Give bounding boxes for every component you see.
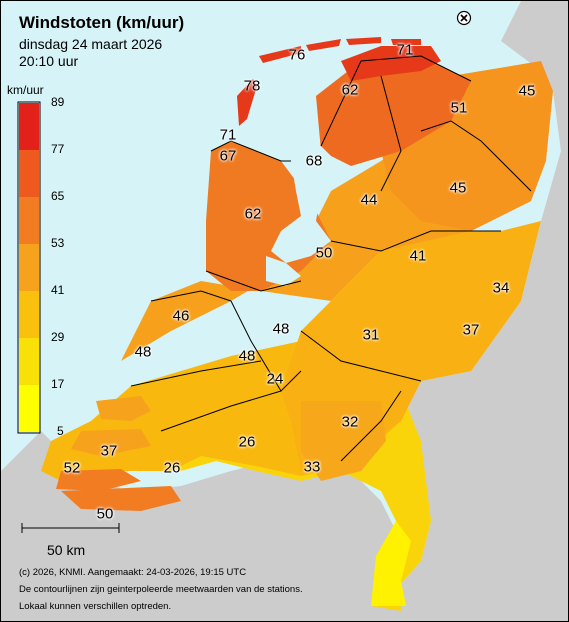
station-value: 31: [362, 326, 380, 344]
station-value: 62: [341, 81, 359, 99]
station-value: 62: [244, 205, 262, 223]
legend-colorbar: [17, 101, 41, 434]
legend-tick: 41: [51, 283, 65, 297]
station-value: 48: [272, 320, 290, 338]
map-subtitle: dinsdag 24 maart 2026 20:10 uur: [19, 36, 162, 70]
station-value: 50: [315, 244, 333, 262]
legend-tick: 65: [51, 189, 65, 203]
legend-unit: km/uur: [7, 83, 44, 97]
wadden-island-3: [346, 37, 381, 45]
station-value: 48: [134, 343, 152, 361]
station-value: 48: [238, 347, 256, 365]
station-value: 44: [360, 191, 378, 209]
footer-disclaimer: Lokaal kunnen verschillen optreden.: [19, 601, 172, 612]
zeeland-flanders: [61, 486, 181, 511]
station-value: 71: [219, 126, 237, 144]
station-value: 26: [238, 433, 256, 451]
zeeland-island-1: [96, 396, 151, 421]
station-value: 34: [492, 279, 510, 297]
station-value: 71: [396, 41, 414, 59]
station-value: 24: [266, 370, 284, 388]
station-value: 32: [341, 413, 359, 431]
zone-limburg-yellow: [371, 521, 411, 606]
province-borders: [130, 55, 532, 462]
markermeer: [266, 256, 301, 286]
station-value: 51: [450, 99, 468, 117]
scale-bar: [21, 523, 120, 533]
footer-copyright: (c) 2026, KNMI. Aangemaakt: 24-03-2026, …: [19, 567, 247, 578]
zone-north-65: [316, 56, 471, 166]
station-value: 45: [449, 179, 467, 197]
texel: [237, 79, 257, 126]
wadden-island-1: [259, 46, 301, 63]
station-value: 67: [219, 147, 237, 165]
zone-zuidlimburg-orange: [301, 401, 386, 481]
legend-tick: 89: [51, 95, 65, 109]
footer-note: De contourlijnen zijn geinterpoleerde me…: [19, 584, 303, 595]
scale-label: 50 km: [47, 542, 86, 558]
station-value: 78: [243, 77, 261, 95]
station-value: 76: [288, 46, 306, 64]
station-value: 33: [303, 458, 321, 476]
station-value: 41: [409, 247, 427, 265]
map-title: Windstoten (km/uur): [19, 13, 185, 32]
station-value: 68: [305, 152, 323, 170]
zeeland-island-3: [56, 469, 141, 491]
close-icon[interactable]: [456, 10, 472, 26]
wadden-island-2: [306, 39, 341, 51]
station-value: 52: [63, 459, 81, 477]
map-time: 20:10 uur: [19, 53, 79, 69]
legend-tick: 77: [51, 142, 65, 156]
station-value: 37: [100, 442, 118, 460]
station-value: 26: [163, 459, 181, 477]
zone-north-77: [341, 46, 441, 81]
legend-tick: 29: [51, 330, 65, 344]
station-value: 46: [172, 307, 190, 325]
map-date: dinsdag 24 maart 2026: [19, 36, 163, 52]
germany-land: [399, 1, 568, 621]
wadden-island-4: [391, 39, 421, 45]
station-value: 37: [462, 321, 480, 339]
station-value: 50: [96, 505, 114, 523]
legend-tick: 17: [51, 377, 65, 391]
station-value: 45: [518, 82, 536, 100]
legend-tick: 5: [57, 424, 64, 438]
zeeland-island-2: [71, 429, 151, 456]
ijsselmeer: [271, 146, 341, 263]
legend-tick: 53: [51, 236, 65, 250]
